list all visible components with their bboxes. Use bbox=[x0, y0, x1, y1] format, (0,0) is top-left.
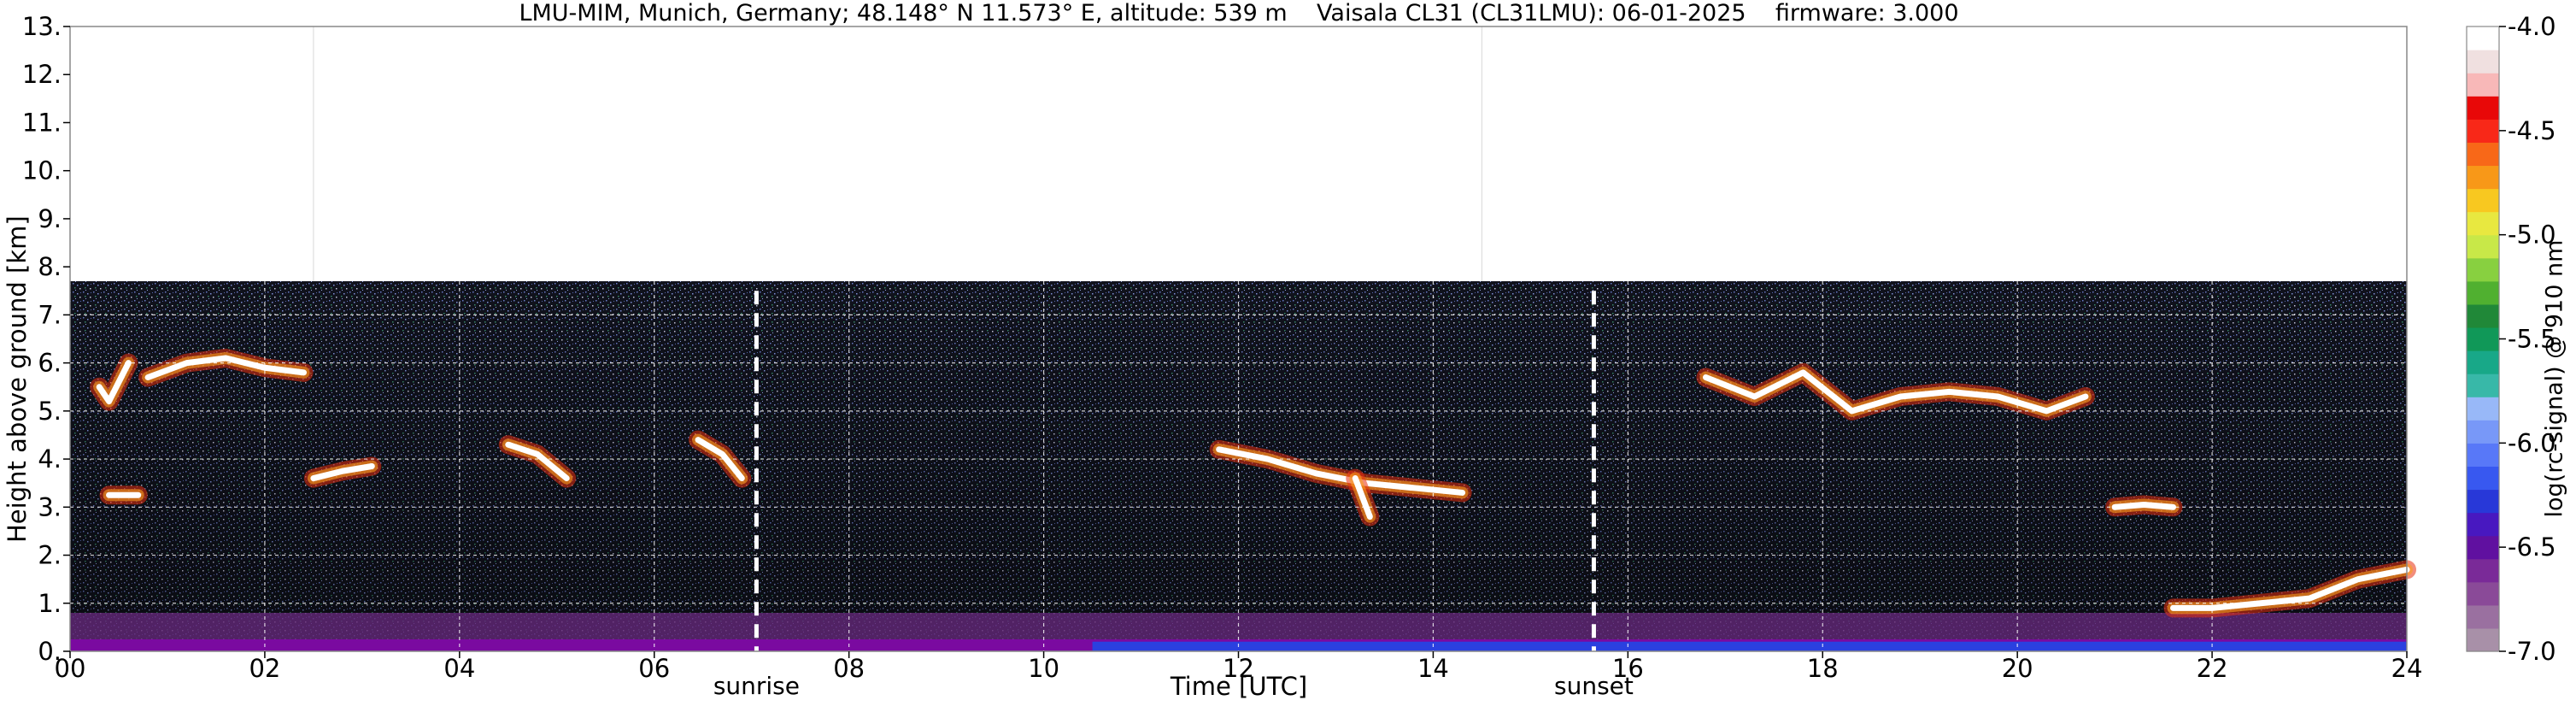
colorbar-tick-label: -5.0 bbox=[2508, 221, 2556, 250]
cloud-layer-5 bbox=[695, 437, 745, 482]
x-tick-label: 16 bbox=[1612, 654, 1644, 683]
colorbar-segment bbox=[2467, 327, 2499, 351]
colorbar-segment bbox=[2467, 535, 2499, 560]
y-tick-label: 6. bbox=[38, 349, 62, 378]
colorbar-tick-label: -4.0 bbox=[2508, 12, 2556, 41]
colorbar-segment bbox=[2467, 211, 2499, 236]
colorbar-segment bbox=[2467, 443, 2499, 468]
colorbar-segment bbox=[2467, 350, 2499, 374]
cloud-layer-1 bbox=[144, 355, 307, 380]
cloud-layer-3 bbox=[310, 463, 375, 482]
colorbar-segment bbox=[2467, 257, 2499, 282]
x-tick-label: 18 bbox=[1807, 654, 1839, 683]
y-tick-label: 1. bbox=[38, 589, 62, 618]
y-tick-label: 5. bbox=[38, 397, 62, 426]
cloud-layer-8 bbox=[1703, 369, 2089, 415]
colorbar-tick-label: -7.0 bbox=[2508, 637, 2556, 666]
colorbar-segment bbox=[2467, 489, 2499, 514]
colorbar-segment bbox=[2467, 581, 2499, 606]
colorbar-segment bbox=[2467, 303, 2499, 328]
colorbar-segment bbox=[2467, 397, 2499, 421]
colorbar-segment bbox=[2467, 558, 2499, 583]
x-tick-label: 12 bbox=[1223, 654, 1254, 683]
colorbar-segment bbox=[2467, 280, 2499, 305]
y-tick-label: 8. bbox=[38, 252, 62, 281]
x-axis-label: Time [UTC] bbox=[1170, 672, 1308, 701]
colorbar-segment bbox=[2467, 26, 2499, 50]
colorbar-segment bbox=[2467, 466, 2499, 491]
colorbar-segment bbox=[2467, 234, 2499, 259]
x-tick-label: 08 bbox=[833, 654, 865, 683]
y-tick-label: 3. bbox=[38, 492, 62, 521]
x-tick-label: 06 bbox=[638, 654, 670, 683]
colorbar-segment bbox=[2467, 188, 2499, 213]
colorbar-tick-label: -6.5 bbox=[2508, 532, 2556, 562]
colorbar-segment bbox=[2467, 627, 2499, 652]
x-tick-label: 10 bbox=[1028, 654, 1059, 683]
surface-layer-strong bbox=[1092, 641, 2407, 651]
sunrise-label: sunrise bbox=[713, 672, 800, 700]
colorbar-segment bbox=[2467, 604, 2499, 629]
x-tick-label: 00 bbox=[55, 654, 86, 683]
y-tick-label: 11. bbox=[22, 108, 62, 137]
cloud-layer-7 bbox=[1352, 475, 1373, 521]
x-tick-label: 20 bbox=[2002, 654, 2033, 683]
chart-title: LMU-MIM, Munich, Germany; 48.148° N 11.5… bbox=[519, 0, 1959, 26]
cloud-layer-6 bbox=[1216, 446, 1466, 496]
y-tick-label: 4. bbox=[38, 444, 62, 474]
y-tick-label: 13. bbox=[22, 12, 62, 41]
y-tick-label: 9. bbox=[38, 204, 62, 233]
y-tick-label: 12. bbox=[22, 60, 62, 89]
colorbar-segment bbox=[2467, 165, 2499, 190]
colorbar-tick-label: -6.0 bbox=[2508, 428, 2556, 457]
x-tick-label: 04 bbox=[443, 654, 475, 683]
y-tick-label: 10. bbox=[22, 156, 62, 185]
colorbar-segment bbox=[2467, 96, 2499, 120]
colorbar-tick-label: -5.5 bbox=[2508, 325, 2556, 354]
y-tick-label: 0. bbox=[38, 637, 62, 666]
colorbar-segment bbox=[2467, 73, 2499, 97]
cloud-layer-4 bbox=[505, 441, 570, 482]
sunset-label: sunset bbox=[1554, 672, 1634, 700]
colorbar-segment bbox=[2467, 420, 2499, 444]
x-tick-label: 24 bbox=[2391, 654, 2423, 683]
cloud-layer-10 bbox=[2170, 566, 2410, 611]
colorbar-segment bbox=[2467, 374, 2499, 397]
x-tick-label: 14 bbox=[1417, 654, 1449, 683]
x-tick-label: 02 bbox=[249, 654, 280, 683]
colorbar-segment bbox=[2467, 512, 2499, 537]
y-tick-label: 2. bbox=[38, 541, 62, 570]
colorbar-tick-label: -4.5 bbox=[2508, 116, 2556, 145]
cloud-layer-0 bbox=[96, 360, 132, 405]
colorbar-segment bbox=[2467, 119, 2499, 143]
colorbar-segment bbox=[2467, 50, 2499, 74]
y-tick-label: 7. bbox=[38, 300, 62, 329]
x-tick-label: 22 bbox=[2197, 654, 2228, 683]
cloud-layer-9 bbox=[2111, 501, 2176, 510]
colorbar-segment bbox=[2467, 142, 2499, 167]
